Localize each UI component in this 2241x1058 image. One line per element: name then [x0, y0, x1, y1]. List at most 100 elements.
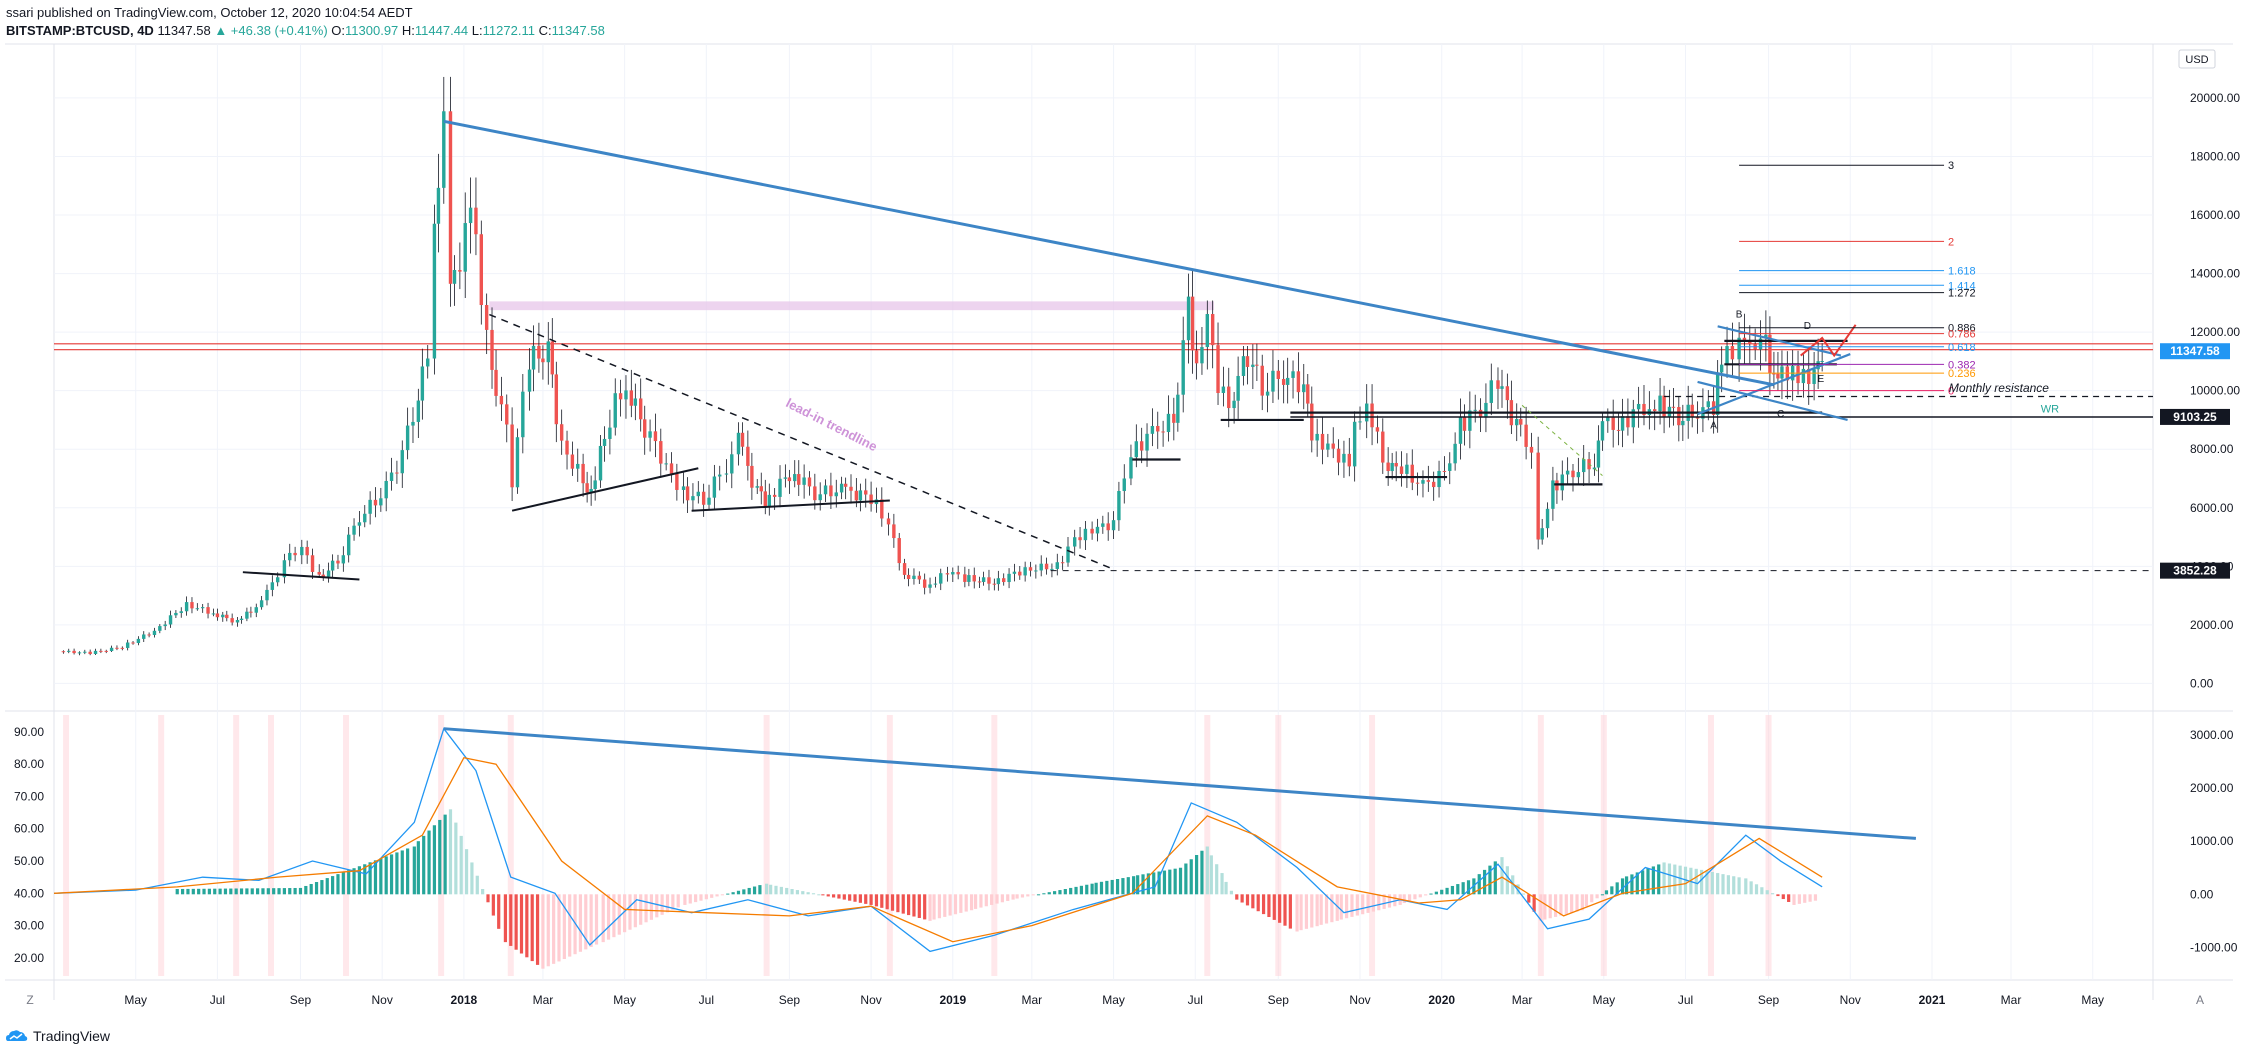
histogram-bar — [1006, 894, 1010, 901]
major-trendline[interactable] — [443, 119, 1775, 387]
candle-body — [1216, 345, 1220, 394]
histogram-bar — [1651, 866, 1655, 895]
candle — [1812, 352, 1816, 401]
histogram-bar — [1705, 870, 1709, 895]
oscillator-trendline[interactable] — [443, 727, 1917, 840]
histogram-bar — [901, 894, 905, 914]
price-badge[interactable] — [2160, 562, 2230, 579]
candle — [1690, 393, 1694, 428]
candle — [1083, 520, 1088, 551]
candle — [61, 650, 66, 654]
histogram-bar — [486, 894, 490, 903]
symbol-name[interactable]: BITSTAMP:BTCUSD, 4D — [6, 23, 154, 38]
chart-annotation: C — [1777, 409, 1784, 420]
histogram-bar — [1053, 891, 1057, 895]
support-trendline[interactable] — [511, 467, 699, 512]
histogram-bar — [1278, 894, 1282, 923]
histogram-bar — [1011, 894, 1015, 900]
price-tick-label: 20000.00 — [2190, 91, 2240, 105]
candle — [448, 76, 453, 307]
histogram-bar — [1407, 894, 1412, 902]
tradingview-logo[interactable]: TradingView — [6, 1026, 110, 1046]
currency-badge[interactable] — [2178, 49, 2216, 69]
candle-body — [1820, 361, 1824, 363]
candle-body — [1631, 409, 1635, 428]
histogram-bar — [688, 894, 692, 904]
candle — [981, 571, 986, 586]
signal-stripe — [1369, 715, 1376, 976]
wedge-line[interactable] — [1717, 325, 1842, 357]
candle — [125, 639, 130, 651]
candle-body — [1245, 356, 1250, 367]
histogram-bar — [379, 858, 383, 895]
histogram-bar — [1136, 875, 1140, 895]
candle-body — [589, 489, 593, 493]
candle — [977, 576, 982, 589]
highlight-zones — [489, 301, 1215, 311]
histogram-bar — [191, 888, 195, 895]
histogram-bar — [416, 841, 420, 895]
chart-annotation: D — [1804, 321, 1811, 332]
candle-body — [341, 555, 346, 564]
candle-body — [147, 634, 151, 636]
candle — [168, 610, 173, 628]
histogram-bar — [568, 894, 572, 957]
price-badge[interactable] — [2160, 343, 2230, 360]
candle-body — [245, 611, 249, 619]
histogram-bar — [1319, 894, 1323, 925]
candle — [598, 434, 603, 488]
close-value: 11347.58 — [551, 23, 605, 38]
zoom-reset-button[interactable]: Z — [26, 993, 33, 1007]
candle-body — [115, 647, 119, 649]
candle — [1390, 452, 1394, 480]
close-label: C: — [538, 23, 552, 38]
retrace-line[interactable] — [1521, 404, 1603, 476]
candle-body — [1600, 421, 1605, 441]
candle — [823, 479, 828, 502]
candle — [554, 361, 559, 443]
candle-body — [1111, 520, 1116, 531]
histogram-bar — [1240, 894, 1244, 903]
candle-body — [1172, 413, 1176, 423]
candle-body — [793, 474, 797, 482]
histogram-bar — [1272, 894, 1276, 920]
auto-scale-button[interactable]: A — [2196, 993, 2204, 1007]
time-tick-label: 2019 — [939, 993, 966, 1007]
candle — [1331, 427, 1335, 459]
wedge-line[interactable] — [1697, 380, 1848, 422]
histogram-bar — [1754, 884, 1759, 895]
histogram-bar — [1413, 894, 1417, 900]
histogram-bar — [1288, 894, 1292, 929]
candle-body — [550, 341, 554, 375]
candle — [1018, 565, 1022, 580]
candle — [1776, 351, 1780, 391]
histogram-bar — [612, 894, 616, 938]
histogram-bar — [443, 814, 447, 895]
tradingview-cloud-icon — [6, 1030, 28, 1041]
candle — [99, 648, 103, 654]
histogram-bar — [1261, 894, 1266, 915]
histogram-bar — [229, 888, 233, 895]
histogram-bar — [959, 894, 963, 913]
histogram-bar — [1808, 894, 1812, 902]
price-badge[interactable] — [2160, 408, 2230, 425]
candle — [200, 603, 205, 613]
support-trendline[interactable] — [242, 571, 360, 581]
lead-in-trendline[interactable] — [489, 313, 1114, 570]
candle-body — [1768, 334, 1772, 374]
histogram-bar — [1371, 894, 1376, 912]
histogram-bar — [874, 894, 879, 907]
candle-body — [468, 207, 473, 224]
support-trendline[interactable] — [691, 499, 890, 512]
histogram-bar — [606, 894, 611, 940]
candle-body — [1551, 480, 1555, 509]
candle — [869, 481, 873, 512]
histogram-bar — [1393, 894, 1397, 907]
candle — [858, 483, 863, 512]
candle-body — [510, 424, 514, 488]
candle-body — [1101, 523, 1105, 527]
signal-stripe — [1275, 715, 1282, 976]
candle — [1320, 416, 1325, 465]
